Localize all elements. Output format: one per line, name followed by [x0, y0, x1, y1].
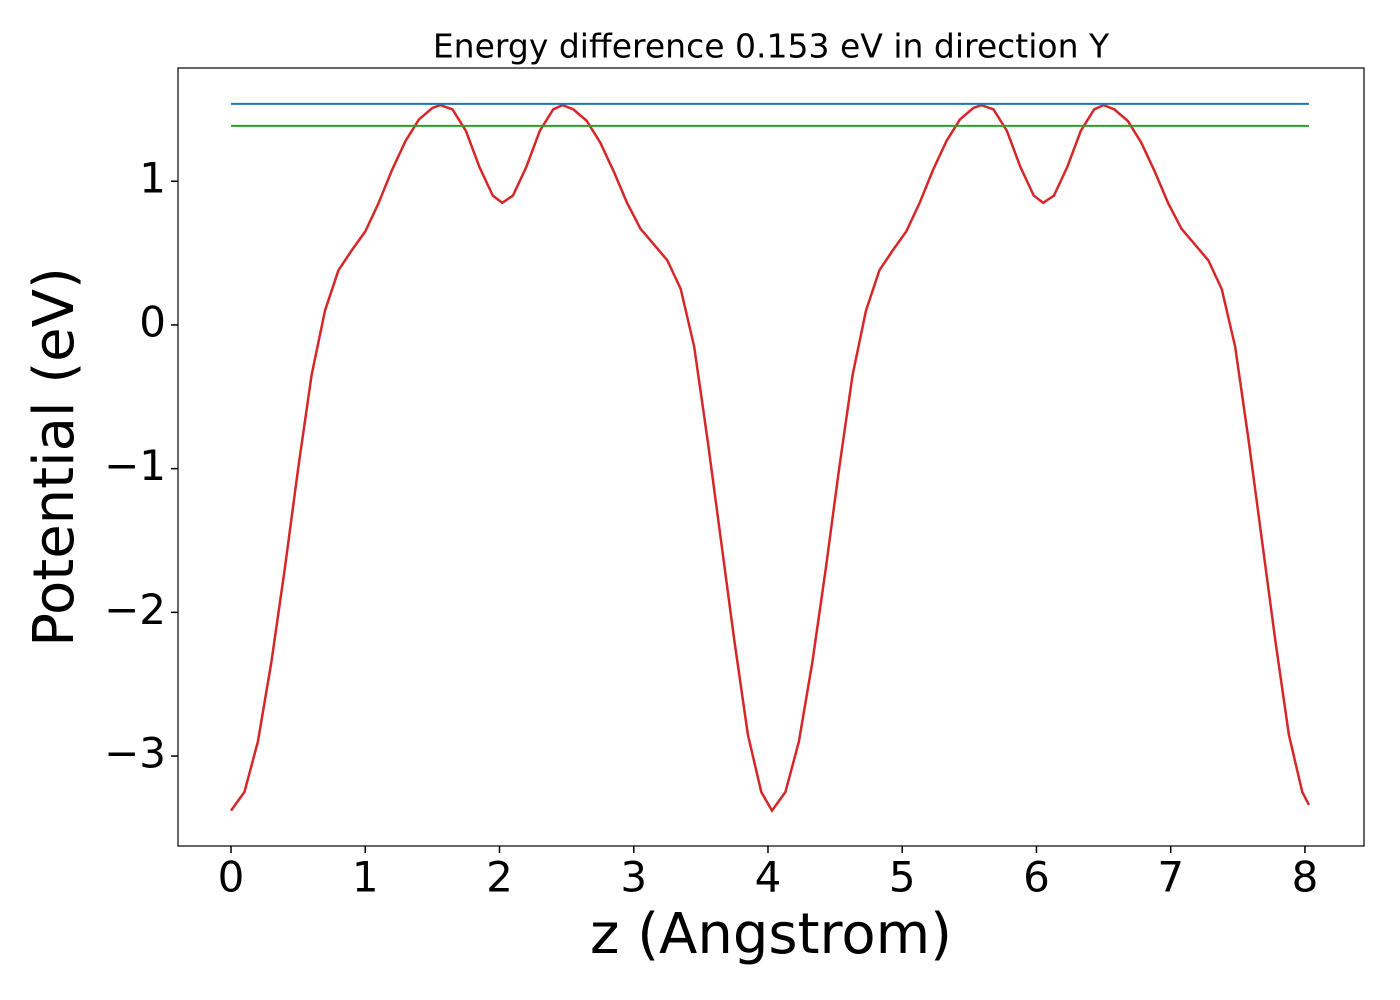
- line-series: [230, 103, 1311, 813]
- y-axis-label: Potential (eV): [22, 267, 87, 647]
- x-tick-label: 5: [889, 853, 916, 902]
- x-tick-label: 4: [755, 853, 782, 902]
- y-tick-label: −1: [104, 441, 166, 490]
- x-tick-label: 7: [1157, 853, 1184, 902]
- x-tick-label: 6: [1023, 853, 1050, 902]
- x-tick-label: 3: [620, 853, 647, 902]
- y-tick-label: −2: [104, 585, 166, 634]
- x-axis-label: z (Angstrom): [590, 902, 952, 967]
- y-tick-label: 0: [139, 297, 166, 346]
- x-tick-label: 1: [352, 853, 379, 902]
- plot-frame: [177, 67, 1365, 847]
- x-tick-label: 8: [1292, 853, 1319, 902]
- x-tick-label: 2: [486, 853, 513, 902]
- x-tick-label: 0: [218, 853, 245, 902]
- y-tick-label: −3: [104, 729, 166, 778]
- y-tick-label: 1: [139, 154, 166, 203]
- chart-title: Energy difference 0.153 eV in direction …: [433, 27, 1110, 66]
